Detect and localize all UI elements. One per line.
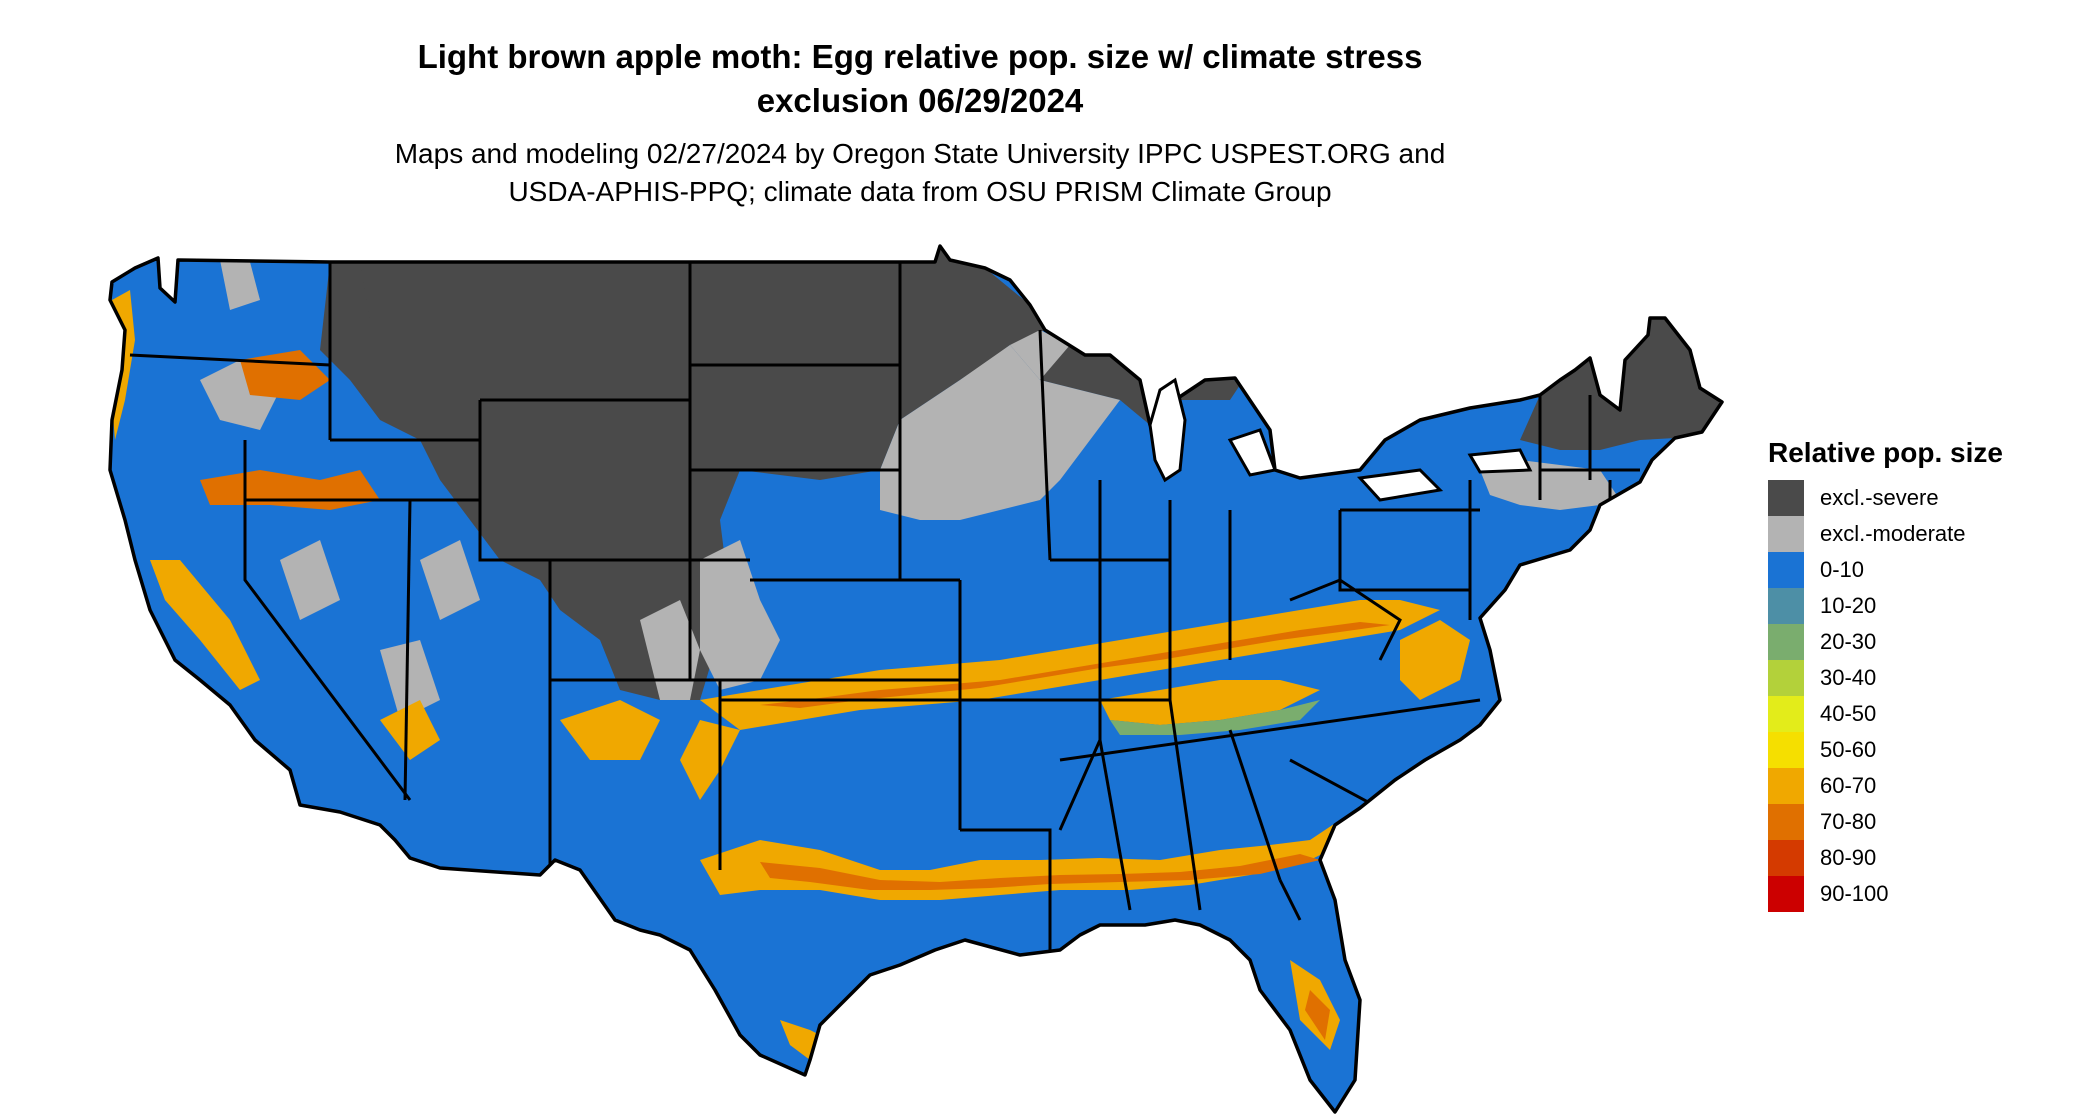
legend-label: 90-100 — [1820, 881, 1889, 906]
legend-item-90-100: 90-100 — [1768, 876, 2068, 912]
map-title-line-2: exclusion 06/29/2024 — [756, 82, 1084, 119]
legend-item-60-70: 60-70 — [1768, 768, 2068, 804]
legend-swatch — [1768, 732, 1804, 768]
legend-item-40-50: 40-50 — [1768, 696, 2068, 732]
legend-swatch — [1768, 876, 1804, 912]
legend-swatch — [1768, 660, 1804, 696]
legend-label: 10-20 — [1820, 593, 1877, 618]
legend-item-excl-moderate: excl.-moderate — [1768, 516, 2068, 552]
map-subtitle-line-1: Maps and modeling 02/27/2024 by Oregon S… — [394, 138, 1446, 169]
legend-item-70-80: 70-80 — [1768, 804, 2068, 840]
legend-title: Relative pop. size — [1768, 437, 2003, 468]
map-legend: Relative pop. size excl.-severe excl.-mo… — [1768, 436, 2068, 912]
legend-swatch — [1768, 804, 1804, 840]
map-title-line-1: Light brown apple moth: Egg relative pop… — [417, 38, 1423, 75]
legend-item-excl-severe: excl.-severe — [1768, 480, 2068, 516]
legend-item-20-30: 20-30 — [1768, 624, 2068, 660]
legend-label: 30-40 — [1820, 665, 1877, 690]
legend-swatch — [1768, 588, 1804, 624]
legend-label: excl.-moderate — [1820, 521, 1966, 546]
legend-label: 50-60 — [1820, 737, 1877, 762]
legend-item-80-90: 80-90 — [1768, 840, 2068, 876]
legend-swatch — [1768, 480, 1804, 516]
legend-label: 60-70 — [1820, 773, 1877, 798]
legend-item-50-60: 50-60 — [1768, 732, 2068, 768]
legend-item-10-20: 10-20 — [1768, 588, 2068, 624]
legend-swatch — [1768, 624, 1804, 660]
legend-label: 40-50 — [1820, 701, 1877, 726]
legend-item-30-40: 30-40 — [1768, 660, 2068, 696]
legend-label: 0-10 — [1820, 557, 1865, 582]
legend-label: 70-80 — [1820, 809, 1877, 834]
legend-swatch — [1768, 768, 1804, 804]
map-subtitle-line-2: USDA-APHIS-PPQ; climate data from OSU PR… — [508, 176, 1332, 207]
legend-swatch — [1768, 840, 1804, 876]
legend-swatch — [1768, 696, 1804, 732]
legend-label: excl.-severe — [1820, 485, 1939, 510]
legend-swatch — [1768, 552, 1804, 588]
legend-label: 20-30 — [1820, 629, 1877, 654]
legend-label: 80-90 — [1820, 845, 1877, 870]
legend-swatch — [1768, 516, 1804, 552]
legend-item-0-10: 0-10 — [1768, 552, 2068, 588]
